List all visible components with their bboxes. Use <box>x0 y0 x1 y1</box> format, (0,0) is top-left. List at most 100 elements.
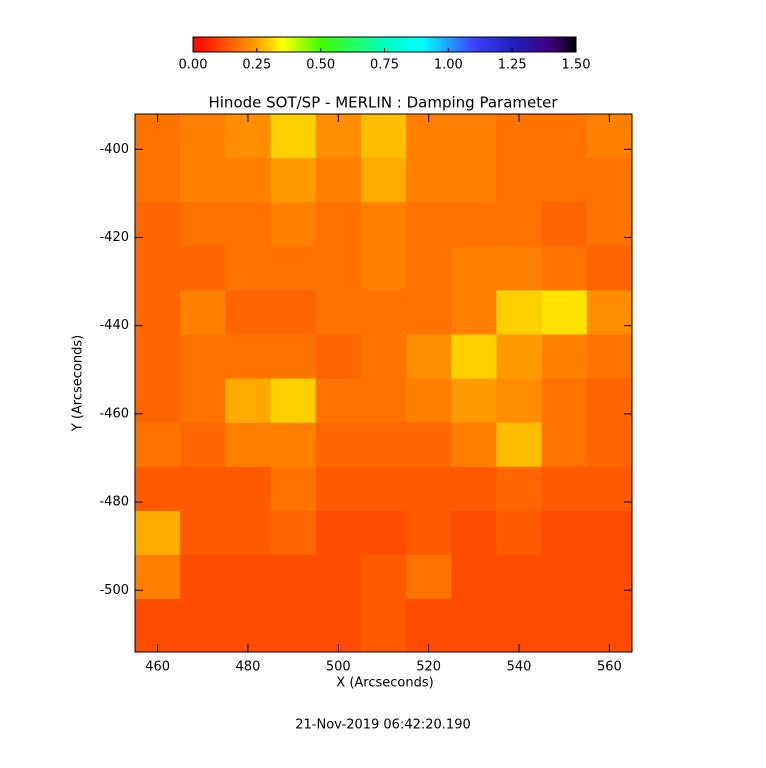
heatmap-cell <box>180 202 226 247</box>
heatmap-cell <box>360 114 407 159</box>
x-tick-label: 480 <box>236 660 261 675</box>
y-tick-label: -480 <box>99 495 129 510</box>
heatmap-cell <box>135 422 181 468</box>
heatmap-cell <box>496 466 543 512</box>
heatmap-cell <box>496 246 543 291</box>
heatmap-cell <box>225 554 272 600</box>
heatmap-cell <box>315 158 362 203</box>
heatmap-cell <box>225 378 272 424</box>
heatmap-cell <box>451 510 497 556</box>
y-tick-label: -440 <box>99 318 129 333</box>
heatmap-cell <box>225 599 272 653</box>
heatmap-cell <box>180 158 226 203</box>
heatmap-cell <box>225 246 272 291</box>
timestamp: 21-Nov-2019 06:42:20.190 <box>295 718 471 733</box>
x-tick-label: 500 <box>326 660 351 675</box>
heatmap-cell <box>180 246 226 291</box>
heatmap-cell <box>586 510 633 556</box>
heatmap-cell <box>586 378 633 424</box>
heatmap-cell <box>360 422 407 468</box>
y-tick-label: -420 <box>99 230 129 245</box>
x-tick-label: 560 <box>597 660 622 675</box>
heatmap-cell <box>315 554 362 600</box>
heatmap-cell <box>270 246 317 291</box>
heatmap-cell <box>541 158 588 203</box>
heatmap-cell <box>315 599 362 653</box>
heatmap-cell <box>496 599 543 653</box>
heatmap-cell <box>225 202 272 247</box>
colorbar-tick-label: 1.25 <box>498 58 527 73</box>
heatmap-cell <box>270 334 317 380</box>
heatmap-cell <box>135 334 181 380</box>
heatmap-cell <box>225 422 272 468</box>
y-tick-label: -400 <box>99 142 129 157</box>
heatmap-cell <box>225 466 272 512</box>
heatmap-cell <box>180 510 226 556</box>
heatmap-cell <box>406 466 452 512</box>
heatmap-cell <box>135 158 181 203</box>
heatmap <box>135 114 633 653</box>
heatmap-cell <box>315 378 362 424</box>
x-tick-label: 540 <box>507 660 532 675</box>
heatmap-cell <box>586 554 633 600</box>
heatmap-cell <box>360 246 407 291</box>
heatmap-cell <box>135 554 181 600</box>
heatmap-cell <box>406 290 452 335</box>
heatmap-cell <box>270 599 317 653</box>
heatmap-cell <box>541 202 588 247</box>
heatmap-cell <box>406 158 452 203</box>
heatmap-cell <box>315 290 362 335</box>
heatmap-cell <box>406 202 452 247</box>
heatmap-cell <box>360 466 407 512</box>
heatmap-cell <box>451 202 497 247</box>
heatmap-cell <box>315 422 362 468</box>
heatmap-cell <box>360 158 407 203</box>
y-tick-label: -460 <box>99 406 129 421</box>
heatmap-cell <box>406 599 452 653</box>
heatmap-cell <box>406 378 452 424</box>
heatmap-cell <box>451 334 497 380</box>
heatmap-cell <box>225 510 272 556</box>
heatmap-cell <box>586 599 633 653</box>
heatmap-cell <box>586 290 633 335</box>
heatmap-cell <box>541 378 588 424</box>
heatmap-cell <box>586 246 633 291</box>
x-tick-label: 460 <box>145 660 170 675</box>
heatmap-cell <box>270 422 317 468</box>
heatmap-cell <box>451 114 497 159</box>
heatmap-cell <box>135 510 181 556</box>
heatmap-cell <box>451 246 497 291</box>
x-tick-label: 520 <box>416 660 441 675</box>
heatmap-cell <box>315 246 362 291</box>
heatmap-cell <box>360 510 407 556</box>
heatmap-cell <box>315 510 362 556</box>
heatmap-cell <box>406 510 452 556</box>
heatmap-cell <box>180 422 226 468</box>
colorbar-tick-label: 1.50 <box>562 58 591 73</box>
heatmap-cell <box>360 334 407 380</box>
heatmap-cell <box>180 114 226 159</box>
colorbar-tick-label: 0.25 <box>242 58 271 73</box>
heatmap-cell <box>180 599 226 653</box>
heatmap-cell <box>315 334 362 380</box>
heatmap-cell <box>180 334 226 380</box>
heatmap-cell <box>451 290 497 335</box>
heatmap-cell <box>496 158 543 203</box>
heatmap-cell <box>451 378 497 424</box>
heatmap-cell <box>496 422 543 468</box>
heatmap-cell <box>586 334 633 380</box>
heatmap-cell <box>586 466 633 512</box>
heatmap-cell <box>270 554 317 600</box>
heatmap-cell <box>496 510 543 556</box>
heatmap-cell <box>135 246 181 291</box>
heatmap-cell <box>586 422 633 468</box>
heatmap-cell <box>360 378 407 424</box>
heatmap-cell <box>586 158 633 203</box>
heatmap-cell <box>541 422 588 468</box>
heatmap-cell <box>541 510 588 556</box>
heatmap-cell <box>406 422 452 468</box>
heatmap-cell <box>270 158 317 203</box>
heatmap-cell <box>451 422 497 468</box>
heatmap-cell <box>225 334 272 380</box>
